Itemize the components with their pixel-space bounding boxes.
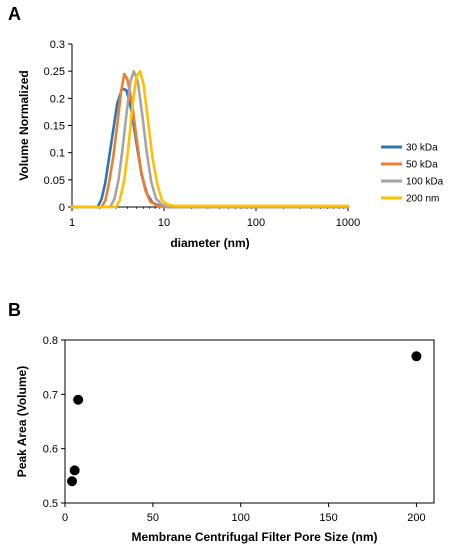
y-tick-label: 0 — [59, 202, 65, 214]
legend-label: 30 kDa — [406, 143, 438, 154]
panel-letter-b: B — [8, 300, 21, 320]
x-tick-label: 100 — [232, 512, 250, 524]
y-tick-label: 0.6 — [43, 444, 58, 456]
y-tick-label: 0.5 — [43, 498, 58, 510]
chart-b: B 0.5 0.6 0.7 0.8 0 50 100 150 200 Membrane Centr… — [8, 300, 435, 544]
data-point — [67, 476, 78, 487]
data-point — [69, 465, 80, 476]
legend-label: 100 kDa — [406, 177, 444, 188]
x-tick-label: 0 — [62, 512, 68, 524]
series-line-50-kda — [70, 72, 350, 209]
y-tick-label: 0.1 — [50, 148, 65, 160]
y-axis-title: Volume Normalized — [17, 70, 31, 180]
x-axis-title: diameter (nm) — [170, 236, 249, 250]
y-tick-label: 0.05 — [44, 175, 65, 187]
x-tick-label: 100 — [247, 217, 265, 229]
plot-frame — [64, 339, 435, 504]
x-tick-label: 150 — [319, 512, 337, 524]
series-line-100-kda — [70, 69, 350, 209]
y-tick-label: 0.7 — [43, 389, 58, 401]
x-axis-title: Membrane Centrifugal Filter Pore Size (n… — [131, 530, 377, 544]
y-tick-label: 0.25 — [44, 66, 65, 78]
x-tick-label: 1 — [69, 217, 75, 229]
data-point — [73, 394, 84, 405]
chart-a: A 0 0.05 0.1 0.15 0.2 0.25 0.3 1 10 100 1000 diamet… — [8, 4, 444, 250]
y-tick-label: 0.15 — [44, 121, 65, 133]
legend-label: 50 kDa — [406, 160, 438, 171]
x-tick-label: 10 — [158, 217, 170, 229]
x-tick-label: 50 — [147, 512, 159, 524]
x-tick-label: 1000 — [336, 217, 360, 229]
x-tick-label: 200 — [407, 512, 425, 524]
legend-label: 200 nm — [406, 194, 439, 205]
y-tick-label: 0.2 — [50, 93, 65, 105]
series-line-200-nm — [70, 69, 350, 209]
y-axis-title: Peak Area (Volume) — [15, 366, 29, 477]
data-point — [411, 351, 422, 362]
panel-letter-a: A — [8, 4, 21, 24]
y-tick-label: 0.8 — [43, 335, 58, 347]
y-tick-label: 0.3 — [50, 39, 65, 51]
